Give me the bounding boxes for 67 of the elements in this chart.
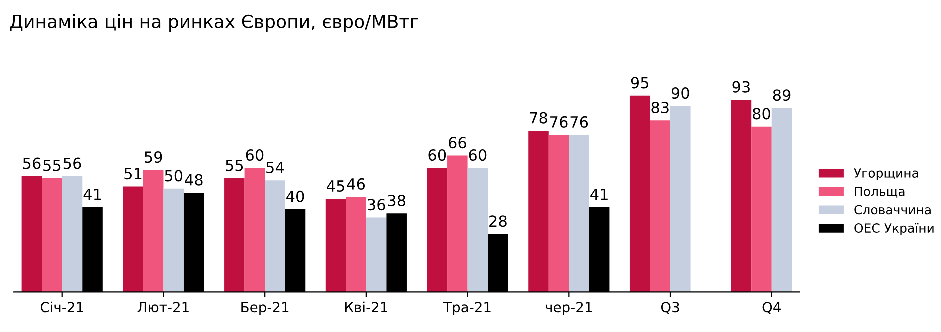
data-label: 55 <box>44 160 61 172</box>
x-tick-label: Q3 <box>661 302 680 314</box>
data-label: 76 <box>550 116 568 128</box>
bar <box>366 218 387 292</box>
data-label: 83 <box>652 102 669 114</box>
data-label: 59 <box>145 152 162 164</box>
chart-title: Динаміка цін на ринках Європи, євро/МВтг <box>10 14 418 32</box>
data-label: 66 <box>449 137 466 149</box>
data-label: 95 <box>631 77 648 89</box>
bar <box>265 180 286 292</box>
bar <box>346 197 366 292</box>
bar <box>42 178 62 292</box>
data-label: 41 <box>84 188 102 200</box>
data-label: 50 <box>165 170 183 182</box>
data-label: 54 <box>266 162 284 174</box>
bar <box>164 188 184 292</box>
data-label: 45 <box>327 180 344 192</box>
bar <box>123 186 144 292</box>
legend-label: Словаччина <box>854 205 931 215</box>
bar <box>62 176 83 292</box>
bar <box>528 130 549 292</box>
x-tick-label: Q4 <box>762 302 781 314</box>
bar <box>244 168 266 292</box>
bar <box>670 106 691 292</box>
data-label: 60 <box>246 149 264 162</box>
bar <box>569 135 590 292</box>
data-label: 51 <box>124 168 142 180</box>
data-label: 40 <box>286 190 304 202</box>
data-label: 60 <box>428 149 446 162</box>
bar <box>326 199 346 292</box>
legend-label: Угорщина <box>854 168 918 180</box>
bar <box>22 176 42 292</box>
bar <box>731 100 752 292</box>
data-label: 80 <box>753 108 770 120</box>
bar <box>427 168 448 292</box>
bar <box>630 96 650 292</box>
data-label: 56 <box>64 158 82 170</box>
bar <box>650 120 671 292</box>
legend-label: ОЕС України <box>854 223 934 236</box>
bar <box>548 135 570 292</box>
x-tick-label: Січ-21 <box>40 302 84 313</box>
bar <box>752 126 772 292</box>
legend-label: Польща <box>855 187 905 198</box>
data-label: 55 <box>226 160 244 172</box>
data-label: 78 <box>530 112 548 124</box>
data-label: 76 <box>570 116 588 128</box>
bar <box>448 156 468 292</box>
data-label: 90 <box>672 87 690 100</box>
data-label: 46 <box>347 178 366 190</box>
data-label: 60 <box>469 149 487 162</box>
x-tick-label: Кві-21 <box>346 302 388 312</box>
data-label: 56 <box>23 158 41 170</box>
data-label: 93 <box>732 81 750 93</box>
data-label: 28 <box>490 216 507 228</box>
data-label: 89 <box>773 90 791 102</box>
data-label: 38 <box>388 194 406 207</box>
x-tick-label: Лют-21 <box>138 302 189 313</box>
x-tick-label: Тра-21 <box>444 302 491 316</box>
data-label: 41 <box>590 188 608 200</box>
bar <box>468 168 488 292</box>
data-label: 48 <box>185 174 203 186</box>
bar <box>772 108 792 292</box>
x-tick-label: чер-21 <box>546 302 592 316</box>
data-label: 36 <box>368 199 386 211</box>
bar <box>224 178 245 292</box>
bar <box>143 170 164 292</box>
x-tick-label: Бер-21 <box>242 302 289 316</box>
